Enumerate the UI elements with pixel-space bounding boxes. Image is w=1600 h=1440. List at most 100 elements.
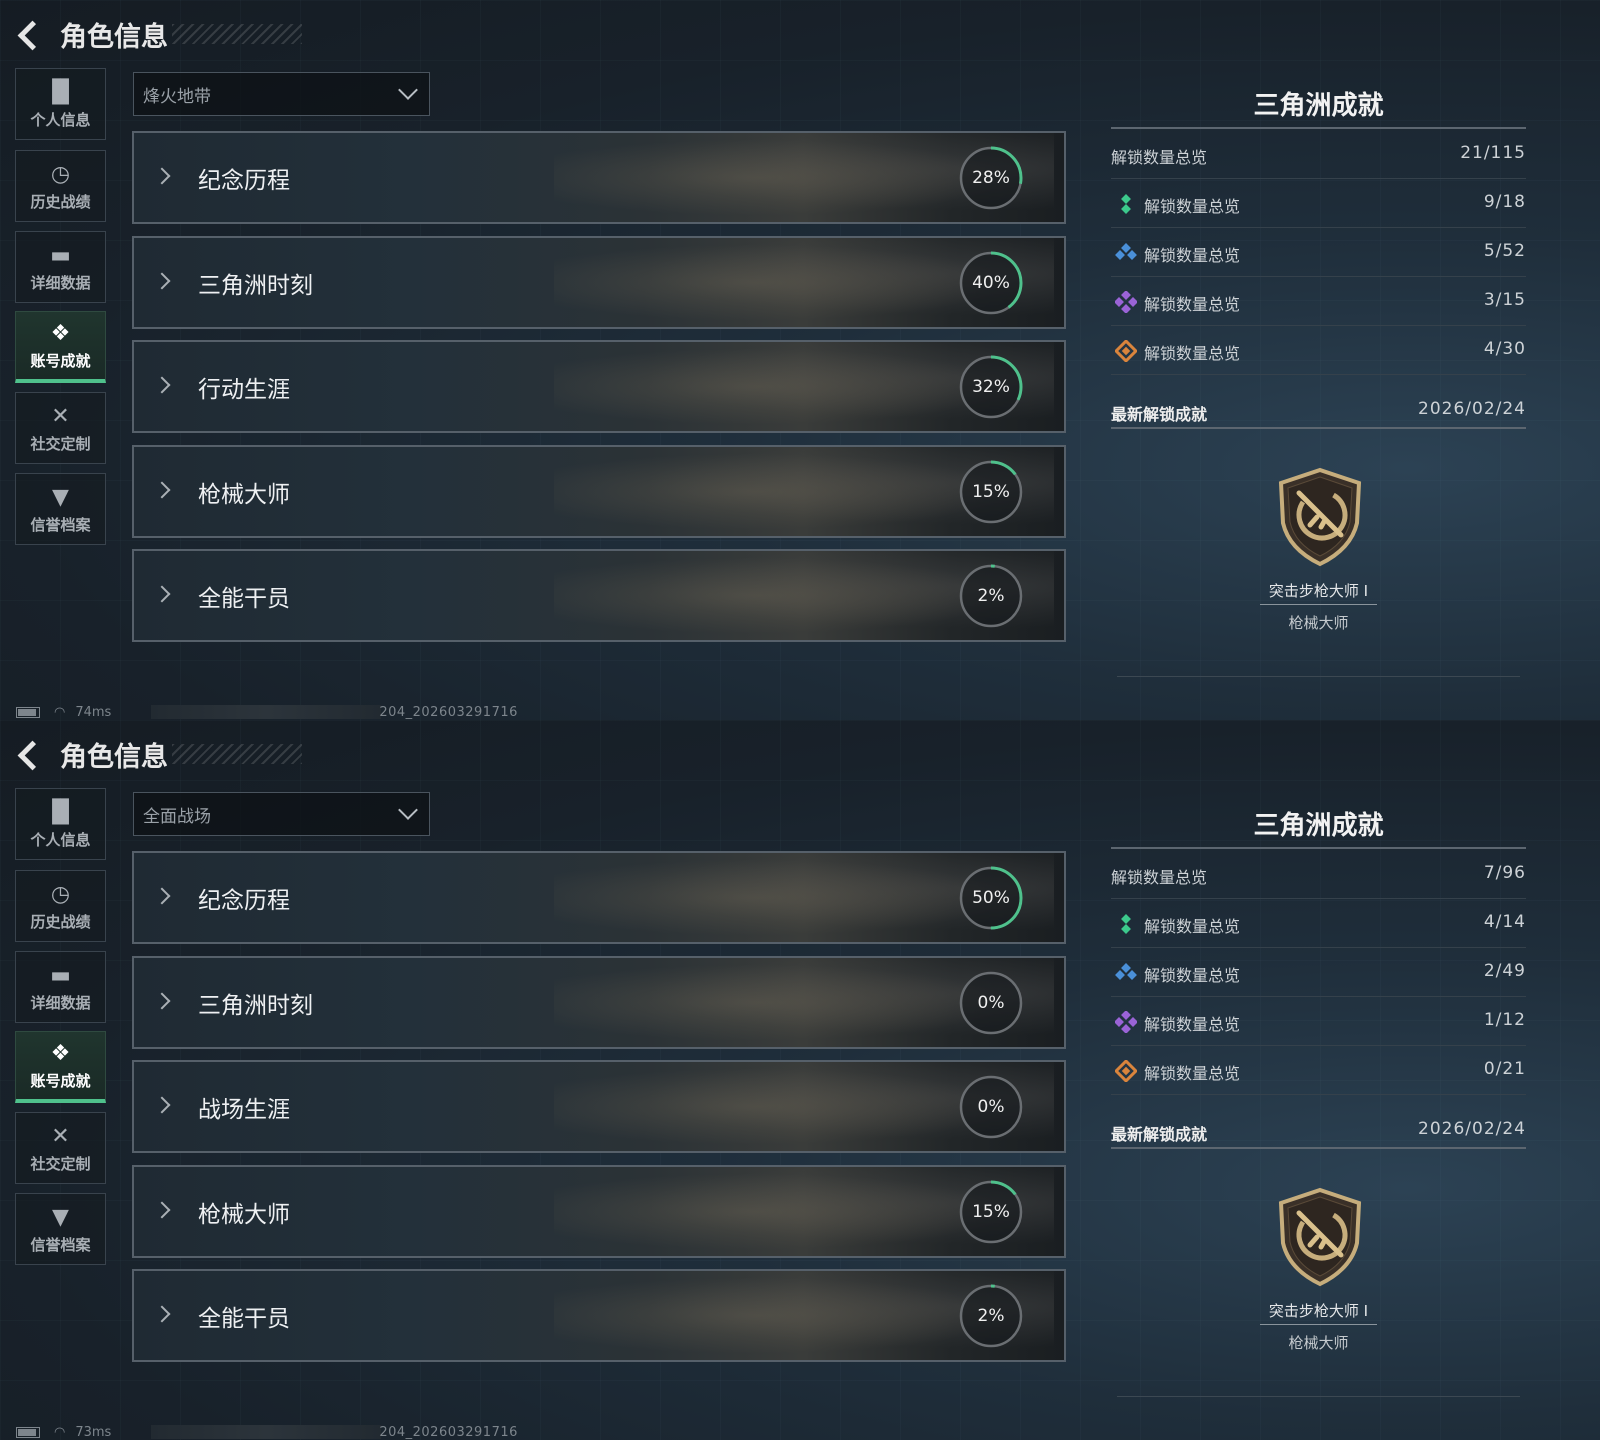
achievement-category-row[interactable]: 枪械大师 15% <box>132 445 1066 538</box>
back-arrow-icon[interactable] <box>16 739 46 769</box>
achievement-category-row[interactable]: 全能干员 2% <box>132 549 1066 642</box>
progress-ring-fill <box>959 1284 1023 1348</box>
category-name: 纪念历程 <box>198 888 290 914</box>
progress-ring <box>959 146 1023 210</box>
latest-achievement-card: 突击步枪大师 I 枪械大师 <box>1117 1157 1520 1397</box>
achievement-medal-icon: ❖ <box>50 1041 71 1066</box>
achievement-category-row[interactable]: 全能干员 2% <box>132 1269 1066 1362</box>
divider <box>1111 127 1526 129</box>
tier-label: 解锁数量总览 <box>1144 246 1241 265</box>
progress-ring-fill <box>959 251 1023 315</box>
folder-icon: ▬ <box>50 962 71 988</box>
achievement-summary-panel: 三角洲成就 解锁数量总览 7/96 解锁数量总览 4/14 解锁数量总览 2/4… <box>1111 805 1526 1415</box>
tier-value: 4/30 <box>1483 339 1526 359</box>
progress-percent: 40% <box>972 273 1010 293</box>
tier-label: 解锁数量总览 <box>1144 1064 1241 1083</box>
chevron-right-icon <box>153 887 171 905</box>
achievement-category-row[interactable]: 行动生涯 32% <box>132 340 1066 433</box>
bar-chart-icon: ▐▌ <box>43 799 78 825</box>
category-name: 行动生涯 <box>198 377 290 403</box>
blurred-region <box>151 705 382 719</box>
progress-ring <box>959 1284 1023 1348</box>
progress-ring <box>959 355 1023 419</box>
blurred-region <box>151 1425 382 1439</box>
rifle-badge-icon[interactable] <box>1277 467 1363 567</box>
mode-dropdown[interactable]: 全面战场 <box>133 792 430 836</box>
achievement-category-row[interactable]: 枪械大师 15% <box>132 1165 1066 1258</box>
tier-label: 解锁数量总览 <box>1144 1015 1241 1034</box>
tier-label: 解锁数量总览 <box>1144 966 1241 985</box>
history-clock-icon: ◷ <box>50 161 71 187</box>
sidebar-item-label: 个人信息 <box>30 110 91 129</box>
history-clock-icon: ◷ <box>50 881 71 907</box>
sidebar-item-5[interactable]: ▼ 信誉档案 <box>15 1193 106 1265</box>
bar-chart-icon: ▐▌ <box>43 79 78 105</box>
chevron-right-icon <box>153 1201 171 1219</box>
progress-ring-fill <box>959 460 1023 524</box>
category-name: 战场生涯 <box>198 1097 290 1123</box>
mode-dropdown[interactable]: 烽火地带 <box>133 72 430 116</box>
sidebar-item-label: 账号成就 <box>30 1072 91 1090</box>
sidebar-item-3[interactable]: ❖ 账号成就 <box>15 1031 106 1103</box>
sidebar-item-0[interactable]: ▐▌ 个人信息 <box>15 68 106 140</box>
progress-ring-fill <box>959 146 1023 210</box>
achievement-category-row[interactable]: 三角洲时刻 40% <box>132 236 1066 329</box>
latest-date: 2026/02/24 <box>1418 1119 1526 1139</box>
sidebar-item-0[interactable]: ▐▌ 个人信息 <box>15 788 106 860</box>
progress-percent: 28% <box>972 168 1010 188</box>
summary-title: 三角洲成就 <box>1253 811 1384 841</box>
achievement-medal-icon: ❖ <box>50 321 71 346</box>
sidebar-item-label: 信誉档案 <box>30 1235 91 1254</box>
session-id: 204_202603291716 <box>379 1424 518 1440</box>
progress-ring <box>959 971 1023 1035</box>
progress-ring-track <box>959 1075 1023 1139</box>
tools-icon: ✕ <box>51 403 70 429</box>
tier-value: 1/12 <box>1483 1010 1526 1030</box>
latest-label: 最新解锁成就 <box>1111 1125 1208 1144</box>
tier4-diamond-icon <box>1113 1058 1139 1084</box>
tier-row: 解锁数量总览 2/49 <box>1111 948 1526 997</box>
latest-label: 最新解锁成就 <box>1111 405 1208 424</box>
tier-value: 3/15 <box>1483 290 1526 310</box>
sidebar-item-1[interactable]: ◷ 历史战绩 <box>15 150 106 222</box>
tier1-diamond-icon <box>1115 193 1137 215</box>
sidebar-item-3[interactable]: ❖ 账号成就 <box>15 311 106 383</box>
progress-percent: 2% <box>977 1306 1005 1326</box>
category-name: 三角洲时刻 <box>198 993 313 1019</box>
sidebar-item-2[interactable]: ▬ 详细数据 <box>15 951 106 1023</box>
back-arrow-icon[interactable] <box>16 19 46 49</box>
progress-percent: 15% <box>972 1202 1010 1222</box>
achievement-category-row[interactable]: 纪念历程 28% <box>132 131 1066 224</box>
sidebar-item-5[interactable]: ▼ 信誉档案 <box>15 473 106 545</box>
progress-ring-fill <box>959 564 1023 628</box>
sidebar-item-label: 详细数据 <box>30 993 91 1012</box>
sidebar-item-label: 历史战绩 <box>30 192 91 211</box>
progress-ring <box>959 866 1023 930</box>
sidebar-item-1[interactable]: ◷ 历史战绩 <box>15 870 106 942</box>
status-bar: ◠ 73ms 204_202603291716 <box>16 1423 518 1440</box>
badge-category: 枪械大师 <box>1288 1334 1349 1352</box>
summary-value: 7/96 <box>1483 863 1526 883</box>
sidebar-item-label: 账号成就 <box>30 352 91 370</box>
tier-label: 解锁数量总览 <box>1144 197 1241 216</box>
summary-label: 解锁数量总览 <box>1111 148 1208 167</box>
progress-ring <box>959 460 1023 524</box>
chevron-down-icon <box>398 80 418 100</box>
sidebar-item-2[interactable]: ▬ 详细数据 <box>15 231 106 303</box>
tier-value: 4/14 <box>1483 912 1526 932</box>
achievement-category-row[interactable]: 战场生涯 0% <box>132 1060 1066 1153</box>
battery-icon <box>16 1426 40 1438</box>
achievement-category-row[interactable]: 纪念历程 50% <box>132 851 1066 944</box>
tier-row: 解锁数量总览 1/12 <box>1111 997 1526 1046</box>
sidebar-item-4[interactable]: ✕ 社交定制 <box>15 1112 106 1184</box>
page-title: 角色信息 <box>60 741 168 773</box>
mode-selected: 全面战场 <box>143 806 211 827</box>
rifle-badge-icon[interactable] <box>1277 1187 1363 1287</box>
progress-ring <box>959 564 1023 628</box>
summary-total-row: 解锁数量总览 7/96 <box>1111 850 1526 899</box>
status-bar: ◠ 74ms 204_202603291716 <box>16 703 518 720</box>
chevron-right-icon <box>153 1096 171 1114</box>
progress-ring <box>959 1180 1023 1244</box>
achievement-category-row[interactable]: 三角洲时刻 0% <box>132 956 1066 1049</box>
sidebar-item-4[interactable]: ✕ 社交定制 <box>15 392 106 464</box>
